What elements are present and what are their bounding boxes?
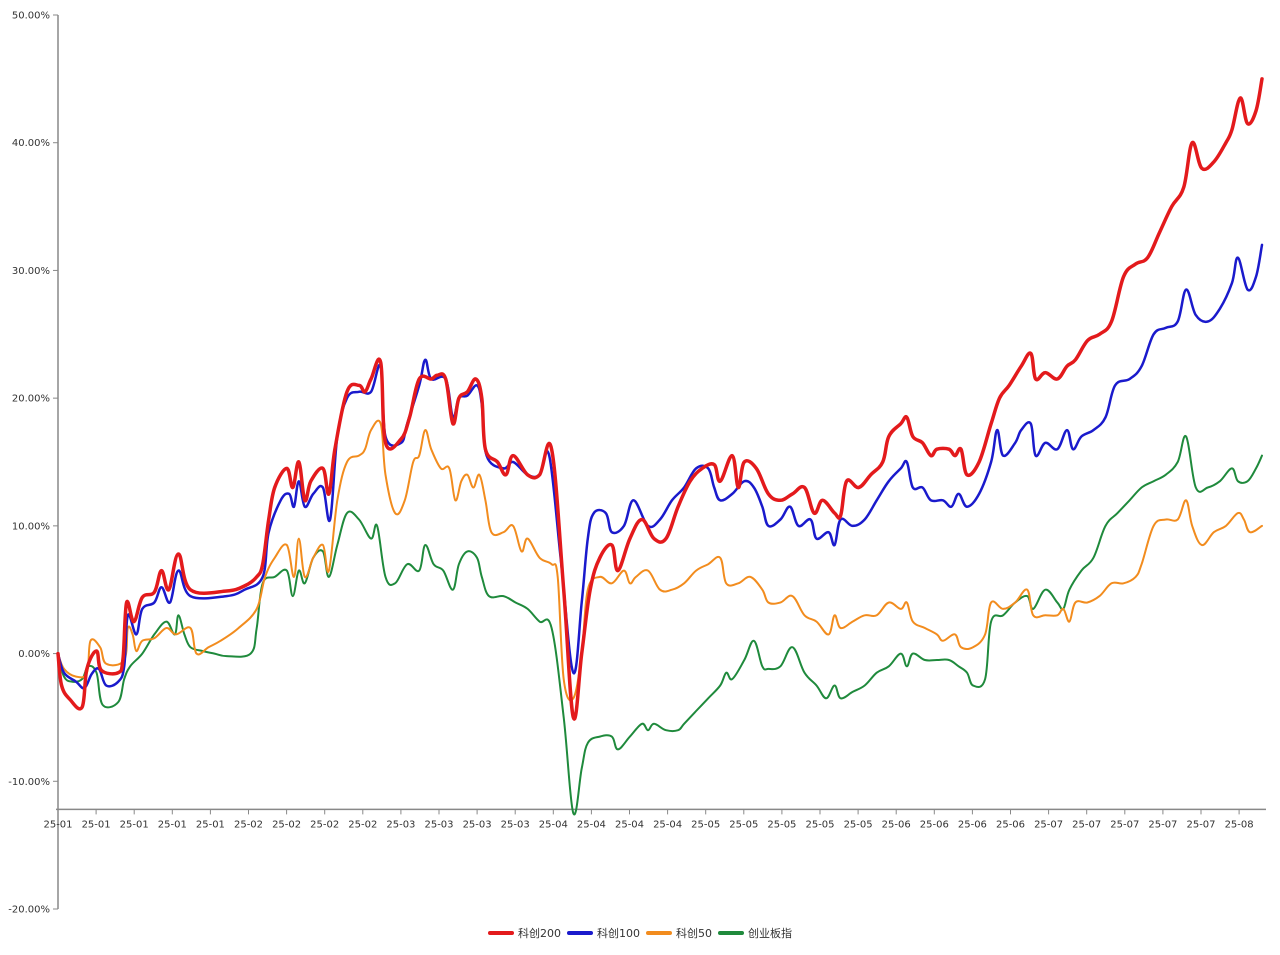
x-tick-label: 25-04: [653, 819, 682, 830]
legend-swatch: [646, 931, 672, 935]
legend-item[interactable]: 创业板指: [718, 925, 792, 941]
legend-swatch: [567, 931, 593, 935]
series-line-2: [56, 243, 1264, 690]
legend-item[interactable]: 科创50: [646, 925, 712, 941]
x-tick-label: 25-07: [1072, 819, 1101, 830]
y-tick-label: 20.00%: [12, 394, 50, 405]
series-line-4: [57, 434, 1263, 816]
legend-item[interactable]: 科创100: [567, 925, 640, 941]
x-tick-label: 25-05: [844, 819, 873, 830]
x-tick-label: 25-07: [1186, 819, 1215, 830]
x-tick-label: 25-06: [882, 819, 911, 830]
y-tick-label: 0.00%: [18, 649, 50, 660]
x-tick-label: 25-03: [501, 819, 530, 830]
x-tick-label: 25-04: [539, 819, 568, 830]
x-tick-label: 25-06: [958, 819, 987, 830]
x-tick-label: 25-03: [424, 819, 453, 830]
x-tick-label: 25-07: [1034, 819, 1063, 830]
legend-label: 科创100: [597, 927, 640, 940]
x-tick-label: 25-06: [920, 819, 949, 830]
x-tick-label: 25-06: [996, 819, 1025, 830]
y-tick-label: 50.00%: [12, 11, 50, 22]
x-tick-label: 25-08: [1225, 819, 1254, 830]
legend-label: 科创50: [676, 927, 712, 940]
x-tick-label: 25-03: [386, 819, 415, 830]
chart-legend: 科创200 科创100 科创50 创业板指: [0, 925, 1280, 941]
x-tick-label: 25-05: [729, 819, 758, 830]
y-tick-label: -20.00%: [8, 905, 50, 916]
legend-label: 科创200: [518, 927, 561, 940]
x-tick-label: 25-04: [577, 819, 606, 830]
x-tick-label: 25-01: [196, 819, 225, 830]
legend-swatch: [718, 931, 744, 935]
x-tick-label: 25-01: [158, 819, 187, 830]
x-tick-label: 25-03: [463, 819, 492, 830]
axes: 50.00% 40.00% 30.00% 20.00% 10.00% 0.00% -10.0…: [8, 11, 1266, 916]
x-tick-label: 25-02: [348, 819, 377, 830]
x-tick-label: 25-07: [1110, 819, 1139, 830]
x-tick-label: 25-04: [615, 819, 644, 830]
x-tick-label: 25-05: [691, 819, 720, 830]
legend-swatch: [488, 931, 514, 935]
x-tick-label: 25-02: [310, 819, 339, 830]
y-tick-label: 40.00%: [12, 138, 50, 149]
legend-item[interactable]: 科创200: [488, 925, 561, 941]
y-tick-label: 10.00%: [12, 521, 50, 532]
x-tick-label: 25-02: [272, 819, 301, 830]
x-tick-label: 25-01: [120, 819, 149, 830]
y-tick-label: -10.00%: [8, 777, 50, 788]
x-tick-label: 25-01: [43, 819, 72, 830]
x-tick-label: 25-01: [82, 819, 111, 830]
series-line-1: [56, 77, 1264, 721]
series-line-3: [57, 419, 1263, 702]
x-tick-label: 25-05: [767, 819, 796, 830]
y-tick-label: 30.00%: [12, 266, 50, 277]
series-layer: [56, 77, 1264, 816]
x-tick-label: 25-07: [1148, 819, 1177, 830]
x-tick-label: 25-02: [234, 819, 263, 830]
legend-label: 创业板指: [748, 927, 792, 940]
x-tick-label: 25-05: [805, 819, 834, 830]
